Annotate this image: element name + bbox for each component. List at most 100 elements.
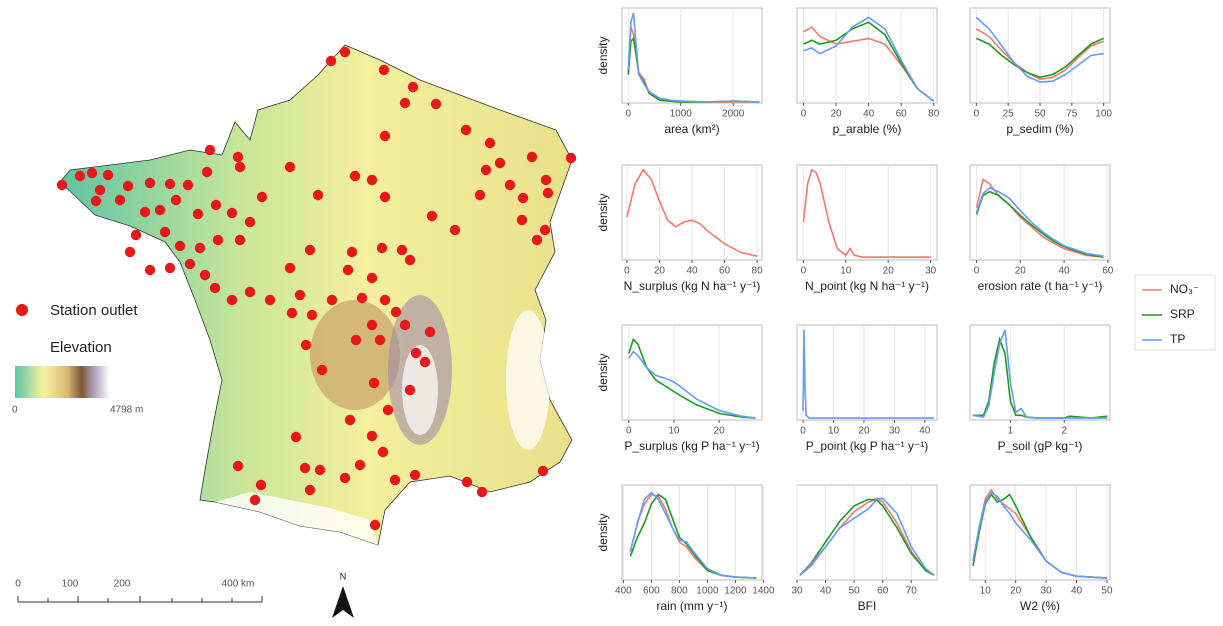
station-dot bbox=[257, 192, 267, 202]
station-dot bbox=[125, 247, 135, 257]
station-dot bbox=[193, 209, 203, 219]
x-axis-label: P_point (kg P ha⁻¹ y⁻¹) bbox=[806, 439, 929, 453]
y-axis-label: density bbox=[596, 353, 610, 391]
alps-east bbox=[506, 310, 550, 450]
station-dot bbox=[495, 158, 505, 168]
x-tick-label: 20 bbox=[654, 266, 666, 277]
station-dot bbox=[538, 466, 548, 476]
x-tick-label: 0 bbox=[800, 426, 806, 437]
station-dot bbox=[305, 245, 315, 255]
station-dot bbox=[481, 165, 491, 175]
station-dot bbox=[200, 270, 210, 280]
station-dot bbox=[410, 470, 420, 480]
elevation-bar bbox=[15, 366, 110, 398]
x-tick-label: 0 bbox=[626, 109, 632, 120]
x-axis-label: BFI bbox=[858, 599, 877, 613]
station-dot bbox=[307, 310, 317, 320]
station-dot bbox=[462, 477, 472, 487]
x-tick-label: 50 bbox=[1034, 109, 1046, 120]
station-dot bbox=[145, 265, 155, 275]
x-tick-label: 30 bbox=[925, 266, 937, 277]
station-dot bbox=[295, 290, 305, 300]
station-dot bbox=[265, 295, 275, 305]
station-dot bbox=[369, 378, 379, 388]
x-tick-label: 0 bbox=[624, 266, 630, 277]
station-dot bbox=[420, 357, 430, 367]
y-axis-label: density bbox=[596, 513, 610, 551]
station-dot bbox=[340, 47, 350, 57]
x-tick-label: 20 bbox=[714, 426, 726, 437]
x-tick-label: 60 bbox=[896, 109, 908, 120]
scale-label: 200 bbox=[114, 579, 131, 590]
station-dot bbox=[351, 335, 361, 345]
legend-label: SRP bbox=[1170, 307, 1195, 321]
map: Station outlet Elevation 0 4798 m 0 100 … bbox=[12, 45, 576, 618]
station-dot bbox=[367, 431, 377, 441]
x-tick-label: 400 bbox=[615, 586, 632, 597]
station-dot bbox=[57, 180, 67, 190]
station-dot bbox=[227, 208, 237, 218]
station-dot bbox=[235, 162, 245, 172]
station-dot bbox=[377, 243, 387, 253]
station-dot bbox=[485, 138, 495, 148]
x-axis-label: p_sedim (%) bbox=[1006, 122, 1073, 136]
station-dot bbox=[566, 153, 576, 163]
station-dot bbox=[405, 255, 415, 265]
x-tick-label: 40 bbox=[1071, 586, 1083, 597]
figure: Station outlet Elevation 0 4798 m 0 100 … bbox=[0, 0, 1223, 621]
station-dot bbox=[195, 243, 205, 253]
x-tick-label: 30 bbox=[889, 426, 901, 437]
station-dot bbox=[285, 162, 295, 172]
x-tick-label: 80 bbox=[752, 266, 764, 277]
station-dot bbox=[400, 98, 410, 108]
station-dot bbox=[411, 348, 421, 358]
y-axis-label: density bbox=[596, 193, 610, 231]
station-dot bbox=[250, 495, 260, 505]
station-dot bbox=[357, 293, 367, 303]
station-dot bbox=[345, 415, 355, 425]
station-dot bbox=[185, 259, 195, 269]
station-dot bbox=[391, 307, 401, 317]
legend-elevation: Elevation bbox=[50, 339, 112, 356]
x-axis-label: P_soil (gP kg⁻¹) bbox=[998, 439, 1083, 453]
panel-background bbox=[797, 325, 937, 420]
station-dot bbox=[317, 365, 327, 375]
x-tick-label: 50 bbox=[849, 586, 861, 597]
station-dot bbox=[397, 245, 407, 255]
x-tick-label: 60 bbox=[719, 266, 731, 277]
panel-background bbox=[970, 165, 1110, 260]
x-tick-label: 25 bbox=[1003, 109, 1015, 120]
station-dot bbox=[233, 461, 243, 471]
x-tick-label: 0 bbox=[974, 109, 980, 120]
x-tick-label: 100 bbox=[1095, 109, 1112, 120]
station-dot bbox=[305, 485, 315, 495]
x-tick-label: 0 bbox=[974, 266, 980, 277]
station-dot bbox=[527, 152, 537, 162]
elevation-max: 4798 m bbox=[110, 405, 143, 416]
station-dot bbox=[380, 295, 390, 305]
station-dot bbox=[343, 265, 353, 275]
station-dot bbox=[155, 205, 165, 215]
x-tick-label: 60 bbox=[1102, 266, 1114, 277]
panel-background bbox=[622, 8, 762, 103]
x-axis-label: N_point (kg N ha⁻¹ y⁻¹) bbox=[805, 279, 929, 293]
x-tick-label: 10 bbox=[840, 266, 852, 277]
x-axis-label: p_arable (%) bbox=[833, 122, 902, 136]
station-dot bbox=[517, 215, 527, 225]
panel-background bbox=[970, 325, 1110, 420]
x-tick-label: 75 bbox=[1066, 109, 1078, 120]
x-tick-label: 1200 bbox=[724, 586, 747, 597]
station-dot bbox=[408, 82, 418, 92]
station-dot bbox=[355, 460, 365, 470]
station-dot bbox=[95, 185, 105, 195]
station-dot bbox=[165, 179, 175, 189]
station-dot bbox=[205, 145, 215, 155]
x-tick-label: 40 bbox=[919, 426, 931, 437]
x-tick-label: 0 bbox=[801, 266, 807, 277]
station-dot bbox=[131, 230, 141, 240]
legend-station: Station outlet bbox=[50, 302, 138, 319]
x-tick-label: 1400 bbox=[752, 586, 775, 597]
station-dot bbox=[450, 225, 460, 235]
station-dot bbox=[256, 480, 266, 490]
x-tick-label: 1 bbox=[1008, 426, 1014, 437]
